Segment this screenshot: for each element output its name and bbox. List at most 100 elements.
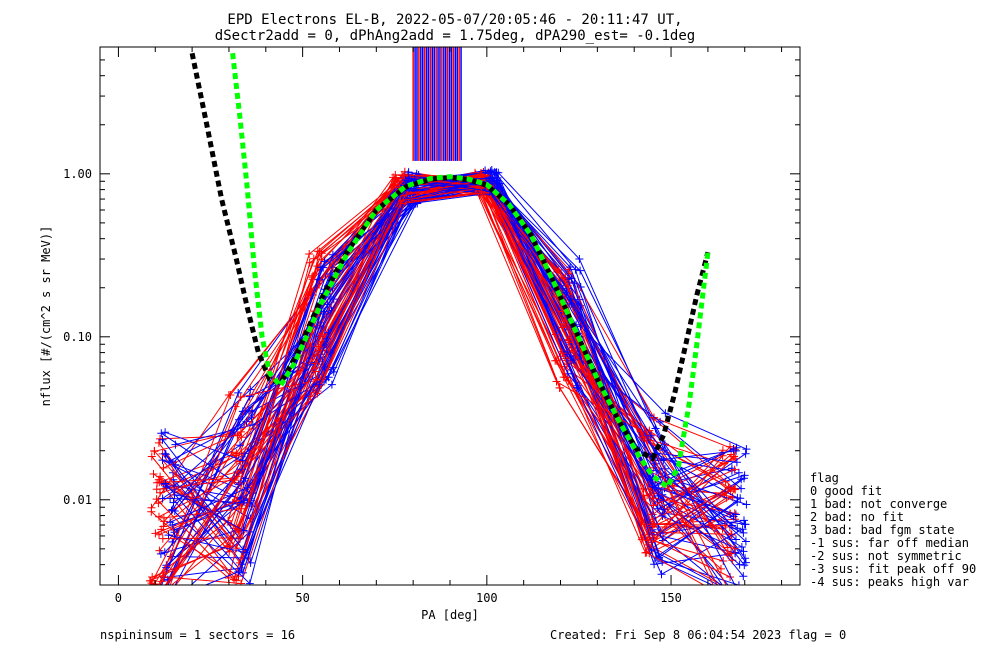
flux-point bbox=[739, 528, 748, 537]
created-note: Created: Fri Sep 8 06:04:54 2023 flag = … bbox=[550, 628, 846, 642]
flux-point bbox=[733, 524, 742, 533]
flux-point bbox=[247, 413, 256, 422]
flux-point bbox=[656, 417, 665, 426]
flux-point bbox=[150, 447, 159, 456]
flux-point bbox=[160, 596, 168, 604]
flux-point bbox=[742, 445, 751, 454]
flux-point bbox=[155, 512, 163, 521]
flux-point bbox=[307, 288, 316, 296]
flux-point bbox=[230, 575, 238, 584]
fit-curve-green bbox=[230, 52, 711, 491]
flux-point bbox=[236, 393, 245, 401]
flux-point bbox=[649, 501, 658, 510]
y-tick-label: 0.10 bbox=[63, 330, 92, 344]
flux-point bbox=[159, 572, 168, 581]
flux-point bbox=[154, 586, 162, 594]
flux-point bbox=[309, 254, 318, 263]
legend-entry: 0 good fit bbox=[810, 484, 882, 498]
flux-point bbox=[658, 512, 667, 520]
flux-point bbox=[161, 479, 170, 488]
flux-curve bbox=[156, 173, 705, 585]
flux-point bbox=[477, 189, 486, 198]
flux-point bbox=[643, 536, 652, 545]
flux-curve bbox=[171, 186, 744, 543]
flux-curve bbox=[150, 188, 714, 585]
flux-curve bbox=[168, 180, 740, 565]
x-tick-label: 0 bbox=[115, 591, 122, 605]
flux-point bbox=[571, 265, 580, 274]
flux-point bbox=[654, 491, 663, 500]
flux-point bbox=[158, 435, 167, 444]
flux-point bbox=[730, 452, 739, 461]
flux-point bbox=[737, 475, 746, 484]
flux-point bbox=[740, 516, 748, 525]
flux-point bbox=[230, 476, 239, 485]
flux-point bbox=[728, 596, 736, 604]
flux-point bbox=[158, 534, 167, 543]
flux-point bbox=[730, 465, 739, 474]
flux-point bbox=[651, 424, 660, 433]
legend-entry: -1 sus: far off median bbox=[810, 536, 969, 550]
flux-point bbox=[486, 167, 495, 176]
flux-point bbox=[726, 585, 734, 593]
flux-point bbox=[244, 406, 253, 415]
flux-point bbox=[320, 310, 329, 318]
model-curves bbox=[189, 52, 711, 491]
flux-point bbox=[738, 525, 747, 534]
flux-point bbox=[717, 564, 725, 573]
flux-point bbox=[243, 483, 252, 492]
flux-point bbox=[642, 548, 651, 557]
flux-point bbox=[311, 367, 320, 376]
flux-point bbox=[735, 560, 744, 569]
flux-point bbox=[234, 388, 243, 397]
flux-point bbox=[153, 478, 162, 487]
flux-point bbox=[151, 529, 160, 538]
fit-curve-black bbox=[189, 52, 711, 462]
flux-point bbox=[160, 548, 169, 557]
data-layer bbox=[145, 47, 751, 609]
flux-point bbox=[486, 174, 495, 183]
flux-point bbox=[155, 546, 164, 555]
flux-point bbox=[170, 482, 179, 490]
flux-point bbox=[149, 470, 158, 478]
flux-point bbox=[733, 498, 742, 507]
flux-point bbox=[724, 483, 733, 492]
flux-point bbox=[154, 438, 163, 447]
flux-point bbox=[732, 535, 740, 544]
flux-point bbox=[735, 594, 743, 602]
flux-point bbox=[236, 457, 245, 466]
spin-info-note: nspininsum = 1 sectors = 16 bbox=[100, 628, 295, 642]
flux-point bbox=[732, 458, 741, 467]
flux-point bbox=[576, 266, 585, 275]
flux-point bbox=[718, 601, 726, 609]
flux-point bbox=[661, 409, 670, 418]
flux-point bbox=[313, 389, 322, 398]
flux-point bbox=[150, 580, 159, 585]
flux-point bbox=[228, 448, 236, 457]
flux-point bbox=[646, 431, 655, 440]
flux-point bbox=[730, 484, 739, 493]
flux-curve bbox=[167, 174, 740, 580]
flux-point bbox=[157, 429, 166, 438]
flux-point bbox=[156, 472, 165, 481]
flux-point bbox=[161, 428, 170, 437]
flux-point bbox=[570, 279, 579, 288]
flux-point bbox=[476, 170, 485, 178]
flux-point bbox=[167, 506, 176, 515]
flux-point bbox=[552, 377, 561, 386]
flux-point bbox=[729, 485, 738, 493]
flux-point bbox=[729, 589, 737, 597]
flux-point bbox=[164, 595, 172, 603]
flux-point bbox=[718, 591, 726, 599]
legend-title: flag bbox=[810, 471, 839, 485]
flux-point bbox=[238, 456, 247, 465]
flux-point bbox=[158, 494, 167, 503]
flux-point bbox=[741, 449, 750, 458]
flux-point bbox=[245, 392, 254, 401]
flux-point bbox=[323, 334, 331, 343]
flux-point bbox=[741, 537, 750, 546]
flux-point bbox=[158, 597, 166, 605]
flux-point bbox=[169, 498, 178, 507]
flux-point bbox=[305, 258, 314, 267]
